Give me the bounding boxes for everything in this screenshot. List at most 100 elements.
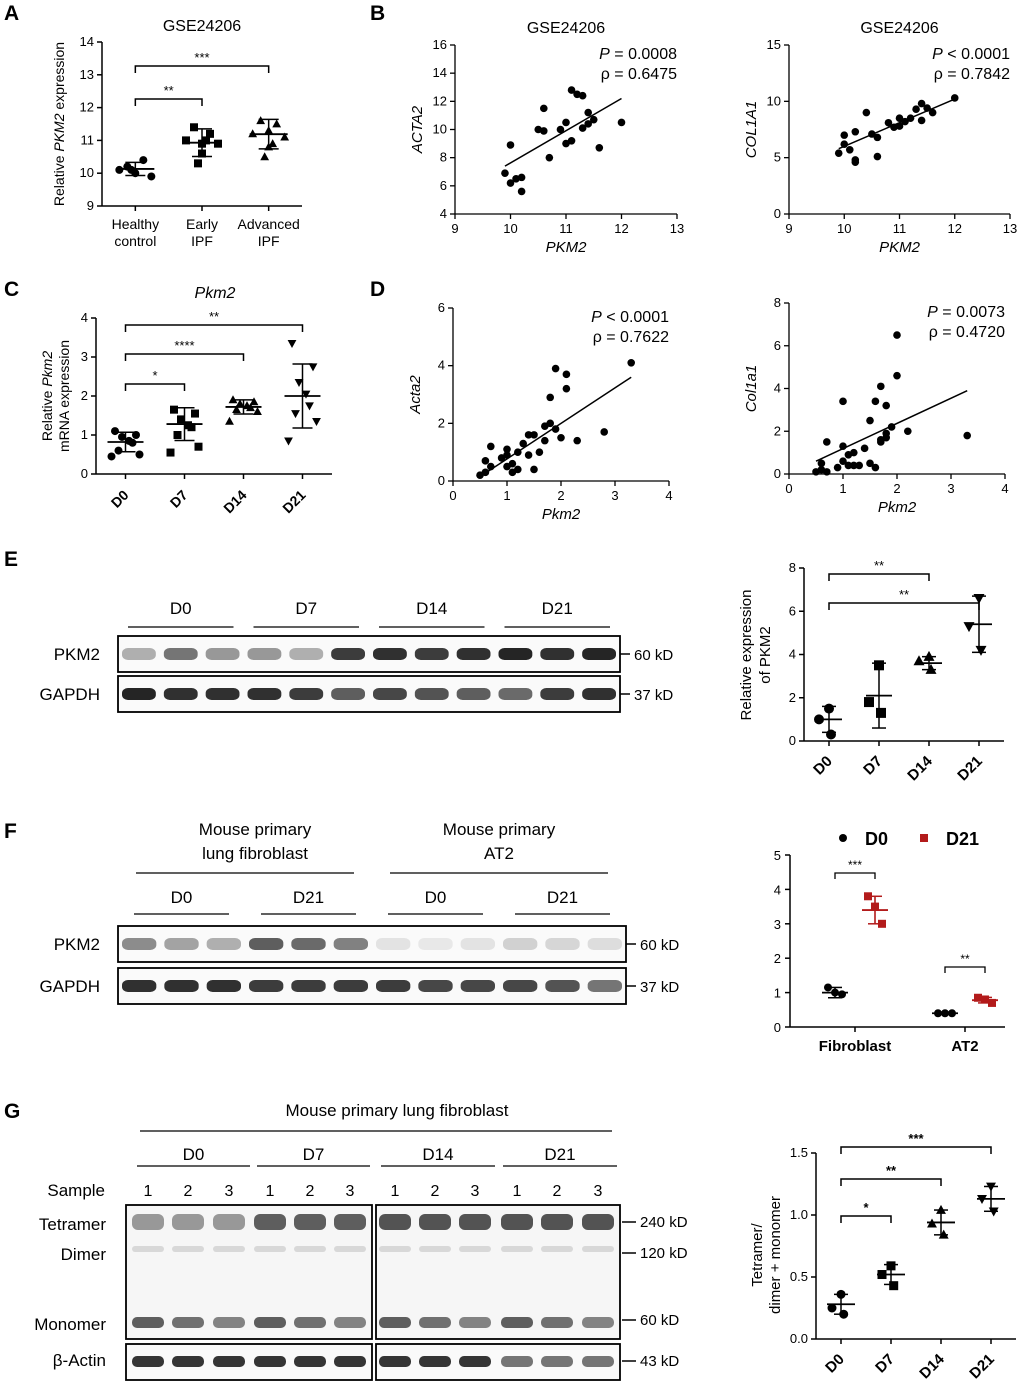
blot-band <box>460 980 495 992</box>
panel-letter-a: A <box>4 2 19 25</box>
x-category-label: Early <box>186 216 218 232</box>
data-point <box>895 122 904 130</box>
blot-row-gapdh <box>117 967 627 1005</box>
x-category-label: D0 <box>810 753 836 779</box>
band-label: GAPDH <box>40 977 100 996</box>
blot-band <box>206 980 241 992</box>
blot-band-monomer <box>501 1317 533 1328</box>
data-point <box>214 139 222 148</box>
data-point <box>291 410 300 419</box>
kd-label: 37 kD <box>634 687 673 704</box>
x-tick-label: 9 <box>451 221 458 236</box>
y-tick-label: 4 <box>789 647 796 662</box>
data-point <box>873 133 882 142</box>
x-category-label: D14 <box>916 1350 948 1382</box>
x-tick-label: 3 <box>611 488 618 503</box>
blot-row-pkm2 <box>117 635 621 673</box>
blot-band <box>373 688 407 700</box>
blot-band-tetramer <box>419 1214 451 1230</box>
blot-band-dimer <box>294 1246 326 1252</box>
data-point <box>884 118 893 127</box>
x-axis-label: PKM2 <box>879 239 921 256</box>
blot-band-monomer <box>254 1317 286 1328</box>
y-tick-label: 15 <box>767 37 781 52</box>
data-point <box>866 459 874 468</box>
x-axis-label: Pkm2 <box>878 499 917 516</box>
data-point <box>187 423 196 432</box>
significance-stars: ** <box>874 558 884 573</box>
y-axis-label: COL1A1 <box>743 101 760 159</box>
data-point <box>906 114 915 123</box>
y-tick-label: 0 <box>774 1020 781 1035</box>
blot-band <box>333 980 368 992</box>
blot-band <box>582 688 616 700</box>
x-category-label: control <box>114 233 156 249</box>
blot-band-monomer <box>541 1317 573 1328</box>
kd-label: 37 kD <box>640 979 679 996</box>
y-axis-label: Col1a1 <box>743 365 760 413</box>
data-point <box>584 108 592 117</box>
sample-number: 3 <box>471 1183 480 1200</box>
sample-number: 2 <box>184 1183 193 1200</box>
y-tick-label: 11 <box>81 132 95 147</box>
x-tick-label: 2 <box>893 481 900 496</box>
data-point <box>232 405 241 414</box>
blot-band <box>164 980 199 992</box>
panel-b2: 0 5 10 15 9 10 11 12 13 PKM2 COL1A1 P < 0.0001 ρ = 0… <box>743 20 1017 256</box>
blot-band-dimer <box>334 1246 366 1252</box>
group-label: D7 <box>303 1145 325 1164</box>
header-label: Mouse primary <box>199 820 312 839</box>
data-point <box>578 124 587 132</box>
band-label: Tetramer <box>39 1215 106 1234</box>
blot-band-dimer <box>254 1246 286 1252</box>
blot-band <box>249 938 284 950</box>
group-label: D21 <box>293 888 324 907</box>
y-tick-label: 6 <box>438 300 445 315</box>
blot-band-tetramer <box>254 1214 286 1230</box>
blot-band-monomer <box>379 1317 411 1328</box>
data-point <box>567 86 576 94</box>
data-point <box>893 371 901 380</box>
trend-line <box>504 97 622 167</box>
blot-band-monomer <box>132 1317 164 1328</box>
blot-band <box>587 980 622 992</box>
data-point <box>253 407 262 415</box>
blot-frame <box>117 635 621 673</box>
data-point <box>895 114 904 123</box>
header-label: AT2 <box>484 844 514 863</box>
data-point <box>844 461 853 470</box>
data-point <box>826 729 836 740</box>
chart-title: Pkm2 <box>195 285 236 302</box>
data-point <box>173 431 182 439</box>
data-point <box>584 120 592 128</box>
blot-band <box>540 648 575 660</box>
data-point <box>975 645 987 656</box>
data-point <box>517 173 526 182</box>
y-tick-label: 4 <box>438 358 445 373</box>
panel-e: 0 2 4 6 8 ** ** D0 D7 D14 D21 Relative expression of… <box>738 558 1004 784</box>
kd-label: 240 kD <box>640 1214 688 1231</box>
blot-band-monomer <box>294 1317 326 1328</box>
blot-band-actin <box>132 1356 164 1367</box>
data-point <box>228 395 238 404</box>
y-axis-label: of PKM2 <box>757 626 774 684</box>
y-tick-label: 10 <box>80 165 94 180</box>
data-point <box>851 127 860 136</box>
blot-band <box>418 980 453 992</box>
data-point <box>487 442 495 451</box>
group-label: D21 <box>542 599 573 618</box>
data-point <box>170 405 178 414</box>
data-point <box>135 450 144 459</box>
blot-band <box>414 688 449 700</box>
significance-stars: *** <box>848 858 862 872</box>
blot-band-actin <box>541 1356 573 1367</box>
blot-band-actin <box>379 1356 411 1367</box>
data-point <box>506 141 515 149</box>
significance-stars: ** <box>164 83 174 98</box>
significance-bracket <box>840 1146 992 1154</box>
data-point <box>191 409 199 418</box>
legend-label: D21 <box>946 829 979 849</box>
group-label: D14 <box>416 599 447 618</box>
data-point <box>600 428 608 436</box>
x-axis-label: Pkm2 <box>542 506 581 523</box>
